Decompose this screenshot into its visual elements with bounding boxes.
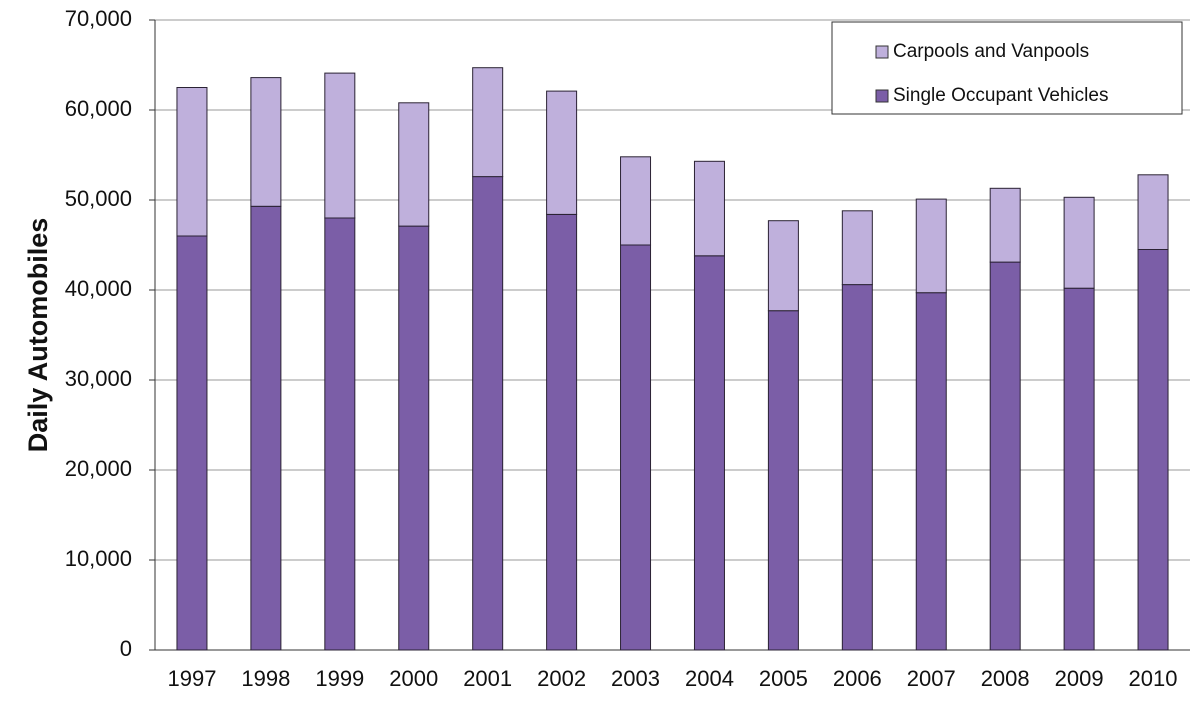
- bar-segment: [989, 187, 1021, 263]
- bar-segment: [176, 235, 208, 651]
- bar-segment: [472, 67, 504, 178]
- legend-label: Carpools and Vanpools: [893, 41, 1089, 62]
- bar-segment: [767, 220, 799, 312]
- bar-segment: [767, 310, 799, 651]
- bar-segment: [693, 160, 725, 257]
- x-tick-label: 2001: [463, 666, 512, 691]
- x-tick-label: 1997: [167, 666, 216, 691]
- bar-segment: [250, 205, 282, 651]
- legend-box: [831, 21, 1183, 115]
- bar-segment: [250, 77, 282, 207]
- bar-segment: [841, 284, 873, 651]
- y-tick-label: 70,000: [65, 6, 132, 31]
- y-tick-label: 30,000: [65, 366, 132, 391]
- x-tick-label: 1998: [241, 666, 290, 691]
- x-tick-label: 2006: [833, 666, 882, 691]
- bar-segment: [693, 255, 725, 651]
- bar-segment: [324, 217, 356, 651]
- y-tick-label: 60,000: [65, 96, 132, 121]
- bar-segment: [472, 176, 504, 651]
- bar-segment: [1063, 196, 1095, 289]
- bar-segment: [1137, 249, 1169, 651]
- bar-segment: [1063, 287, 1095, 651]
- bar-segment: [620, 156, 652, 246]
- y-tick-label: 10,000: [65, 546, 132, 571]
- y-tick-label: 20,000: [65, 456, 132, 481]
- legend-swatch: [875, 45, 889, 59]
- bar-segment: [546, 213, 578, 651]
- bar-segment: [176, 87, 208, 237]
- bar-segment: [841, 210, 873, 286]
- bar-segment: [915, 292, 947, 651]
- y-tick-label: 0: [120, 636, 132, 661]
- x-tick-label: 2002: [537, 666, 586, 691]
- bar-segment: [398, 102, 430, 227]
- x-tick-label: 1999: [315, 666, 364, 691]
- x-tick-label: 2003: [611, 666, 660, 691]
- legend-label: Single Occupant Vehicles: [893, 85, 1108, 106]
- bar-segment: [398, 225, 430, 651]
- x-tick-label: 2005: [759, 666, 808, 691]
- bar-segment: [915, 198, 947, 294]
- y-tick-label: 40,000: [65, 276, 132, 301]
- bar-segment: [1137, 174, 1169, 250]
- bar-segment: [546, 90, 578, 215]
- x-tick-label: 2008: [981, 666, 1030, 691]
- x-tick-label: 2010: [1129, 666, 1178, 691]
- x-tick-label: 2009: [1055, 666, 1104, 691]
- y-tick-label: 50,000: [65, 186, 132, 211]
- legend-swatch: [875, 89, 889, 103]
- x-tick-label: 2000: [389, 666, 438, 691]
- x-tick-label: 2004: [685, 666, 734, 691]
- bar-segment: [989, 261, 1021, 651]
- y-axis-label: Daily Automobiles: [23, 218, 53, 453]
- bar-segment: [620, 244, 652, 651]
- bar-segment: [324, 72, 356, 219]
- x-tick-label: 2007: [907, 666, 956, 691]
